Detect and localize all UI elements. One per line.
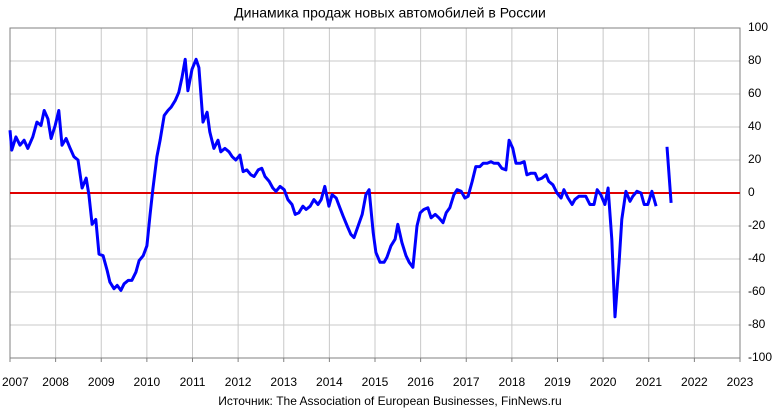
x-tick-label: 2019: [544, 375, 571, 389]
x-tick-label: 2012: [225, 375, 252, 389]
x-tick-label: 2018: [499, 375, 526, 389]
y-tick-label: 100: [748, 20, 768, 34]
y-tick-label: -40: [748, 251, 766, 265]
x-tick-label: 2010: [134, 375, 161, 389]
x-tick-label: 2008: [42, 375, 69, 389]
x-tick-label: 2009: [88, 375, 115, 389]
x-tick-label: 2023: [727, 375, 754, 389]
source-note: Источник: The Association of European Bu…: [218, 394, 561, 408]
x-tick-label: 2016: [407, 375, 434, 389]
y-tick-label: 20: [748, 152, 762, 166]
x-tick-label: 2017: [453, 375, 480, 389]
y-tick-label: -60: [748, 284, 766, 298]
x-tick-label: 2011: [180, 375, 206, 389]
y-tick-label: -20: [748, 218, 766, 232]
x-tick-label: 2013: [270, 375, 297, 389]
x-tick-label: 2020: [590, 375, 617, 389]
y-tick-label: -100: [748, 350, 772, 364]
y-tick-label: 40: [748, 119, 762, 133]
data-line: [8, 57, 673, 319]
x-tick-label: 2022: [681, 375, 708, 389]
y-tick-label: 80: [748, 53, 762, 67]
x-tick-label: 2007: [2, 375, 29, 389]
x-tick-label: 2021: [635, 375, 662, 389]
y-tick-label: 60: [748, 86, 762, 100]
chart-title: Динамика продаж новых автомобилей в Росс…: [234, 5, 546, 21]
y-tick-label: 0: [748, 185, 755, 199]
x-tick-label: 2015: [362, 375, 389, 389]
y-tick-label: -80: [748, 317, 766, 331]
x-tick-label: 2014: [316, 375, 343, 389]
